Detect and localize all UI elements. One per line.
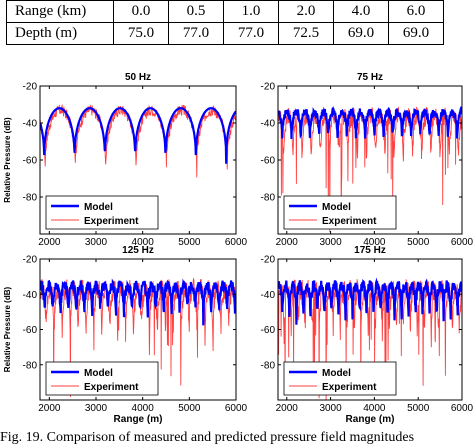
x-tick-label: 2000 <box>38 403 61 414</box>
x-tick-label: 6000 <box>451 237 474 248</box>
x-tick-label: 2000 <box>276 403 299 414</box>
chart-panel: 2000 3000 4000 5000 6000 -20 -40 -60 -80 125 Hz Ra… <box>3 245 248 425</box>
series-line-model <box>40 278 236 326</box>
chart-title: 125 Hz <box>122 245 154 256</box>
x-tick-label: 4000 <box>132 403 155 414</box>
y-tick-label: -40 <box>23 119 38 130</box>
y-axis-label: Relative Pressure (dB) <box>3 286 12 372</box>
x-tick-label: 5000 <box>178 237 201 248</box>
x-tick-label: 4000 <box>132 237 155 248</box>
legend: Model Experiment <box>283 361 397 396</box>
legend-box <box>45 361 159 396</box>
series-line-model <box>278 277 462 325</box>
table-row-header: Depth (m) <box>6 22 114 45</box>
table-cell: 72.5 <box>278 22 334 45</box>
legend-label: Model <box>84 202 113 213</box>
legend-label: Experiment <box>84 382 139 393</box>
x-axis-label: Range (m) <box>346 414 395 425</box>
legend-box <box>45 195 159 230</box>
figure-panels: 2000 3000 4000 5000 6000 -20 -40 -60 -80 50 Hz Rel… <box>3 72 474 425</box>
table-cell: 69.0 <box>333 22 389 45</box>
table-cell: 2.0 <box>278 0 334 23</box>
series-line-experiment <box>40 104 236 178</box>
y-tick-label: -40 <box>23 290 38 301</box>
y-tick-label: -20 <box>261 255 276 266</box>
y-tick-label: -80 <box>261 193 276 204</box>
x-tick-label: 6000 <box>225 237 248 248</box>
x-tick-label: 5000 <box>178 403 201 414</box>
y-tick-label: -80 <box>23 360 38 371</box>
legend-label: Model <box>322 368 351 379</box>
table-row: Depth (m) 75.0 77.0 77.0 72.5 69.0 69.0 <box>6 22 444 45</box>
y-tick-label: -60 <box>23 325 38 336</box>
table-cell: 69.0 <box>388 22 444 45</box>
y-tick-label: -40 <box>261 290 276 301</box>
x-tick-label: 6000 <box>451 403 474 414</box>
y-axis-label: Relative Pressure (dB) <box>3 117 12 203</box>
legend-label: Experiment <box>322 382 377 393</box>
y-tick-label: -80 <box>23 193 38 204</box>
y-tick-label: -20 <box>23 255 38 266</box>
legend-label: Experiment <box>84 216 139 227</box>
x-tick-label: 3000 <box>85 237 108 248</box>
legend-label: Experiment <box>322 216 377 227</box>
x-tick-label: 3000 <box>319 237 342 248</box>
x-axis-label: Range (m) <box>114 414 163 425</box>
legend: Model Experiment <box>45 195 159 230</box>
legend-box <box>283 195 397 230</box>
table-cell: 77.0 <box>223 22 279 45</box>
chart-panel: 2000 3000 4000 5000 6000 -20 -40 -60 -80 50 Hz Rel… <box>3 72 248 248</box>
x-tick-label: 3000 <box>85 403 108 414</box>
chart-title: 75 Hz <box>357 72 383 83</box>
legend: Model Experiment <box>45 361 159 396</box>
legend-label: Model <box>322 202 351 213</box>
x-tick-label: 5000 <box>407 403 430 414</box>
y-tick-label: -60 <box>23 156 38 167</box>
range-depth-table: Range (km) 0.0 0.5 1.0 2.0 4.0 6.0 Depth… <box>6 0 444 45</box>
figure-caption: Fig. 19. Comparison of measured and pred… <box>0 430 415 445</box>
y-tick-label: -20 <box>261 82 276 93</box>
legend: Model Experiment <box>283 195 397 230</box>
x-tick-label: 3000 <box>319 403 342 414</box>
y-tick-label: -60 <box>261 325 276 336</box>
x-tick-label: 6000 <box>225 403 248 414</box>
chart-panel: 2000 3000 4000 5000 6000 -20 -40 -60 -80 75 Hz Mod… <box>261 72 474 248</box>
table-cell: 77.0 <box>168 22 224 45</box>
x-tick-label: 5000 <box>407 237 430 248</box>
x-tick-label: 4000 <box>363 237 386 248</box>
y-tick-label: -40 <box>261 119 276 130</box>
y-tick-label: -60 <box>261 156 276 167</box>
x-tick-label: 2000 <box>38 237 61 248</box>
legend-box <box>283 361 397 396</box>
x-tick-label: 2000 <box>276 237 299 248</box>
series-line-model <box>278 104 462 140</box>
table-row-header: Range (km) <box>6 0 114 23</box>
chart-panel: 2000 3000 4000 5000 6000 -20 -40 -60 -80 175 Hz Ra… <box>261 245 474 425</box>
y-tick-label: -80 <box>261 360 276 371</box>
y-tick-label: -20 <box>23 82 38 93</box>
chart-title: 175 Hz <box>354 245 386 256</box>
legend-label: Model <box>84 368 113 379</box>
table-row: Range (km) 0.0 0.5 1.0 2.0 4.0 6.0 <box>6 0 444 23</box>
x-tick-label: 4000 <box>363 403 386 414</box>
chart-title: 50 Hz <box>125 72 151 83</box>
series-line-model <box>40 107 236 164</box>
